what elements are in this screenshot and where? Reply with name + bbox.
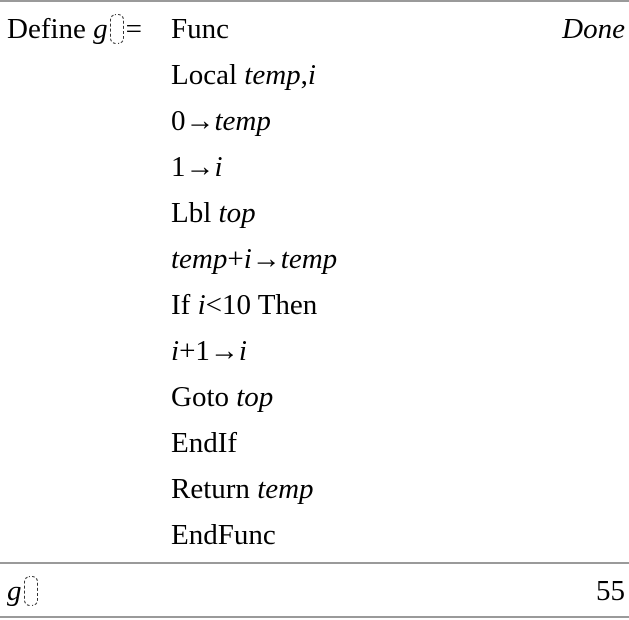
- italic-token: i: [171, 335, 180, 367]
- token: +: [227, 243, 244, 275]
- italic-token: temp: [244, 59, 301, 91]
- code-line: Local temp,i: [171, 52, 316, 98]
- italic-token: temp: [214, 105, 271, 137]
- code-line: EndFunc: [171, 512, 276, 558]
- token: =: [125, 13, 143, 45]
- italic-token: i: [307, 59, 316, 91]
- italic-token: top: [236, 381, 274, 413]
- call-result: 55: [596, 575, 625, 607]
- token: 0→: [171, 105, 215, 137]
- token: Goto: [171, 381, 237, 413]
- code-line: Lbl top: [171, 190, 256, 236]
- token: ,: [300, 59, 308, 91]
- token: EndIf: [171, 427, 238, 459]
- call-input: g: [7, 568, 40, 614]
- code-line: 1→i: [171, 144, 223, 190]
- code-line: Goto top: [171, 374, 273, 420]
- italic-token: top: [218, 197, 256, 229]
- italic-token: temp: [280, 243, 338, 275]
- code-line: i+1→i: [171, 328, 247, 374]
- empty-parens-icon: [109, 14, 125, 44]
- token: →: [251, 243, 281, 275]
- italic-token: temp: [171, 243, 228, 275]
- code-line: Return temp: [171, 466, 314, 512]
- bottom-divider: [0, 616, 629, 618]
- italic-token: g: [93, 13, 108, 45]
- token: If: [171, 289, 198, 321]
- code-line: EndIf: [171, 420, 237, 466]
- token: Define: [7, 13, 94, 45]
- italic-token: temp: [257, 473, 314, 505]
- define-input-prefix: Define g =: [7, 6, 142, 52]
- italic-token: i: [214, 151, 223, 183]
- italic-token: i: [197, 289, 206, 321]
- top-divider: [0, 0, 629, 2]
- code-line: temp+i→temp: [171, 236, 337, 282]
- token: Return: [171, 473, 258, 505]
- token: 1→: [171, 151, 215, 183]
- italic-token: i: [243, 243, 252, 275]
- token: +1→: [179, 335, 239, 367]
- code-line: If i<10 Then: [171, 282, 317, 328]
- define-result: Done: [562, 13, 625, 45]
- entry-divider: [0, 562, 629, 564]
- token: Local: [171, 59, 245, 91]
- code-line: Func: [171, 6, 229, 52]
- empty-parens-icon: [23, 576, 39, 606]
- token: Func: [171, 13, 229, 45]
- italic-token: i: [238, 335, 247, 367]
- token: Lbl: [171, 197, 219, 229]
- code-line: 0→temp: [171, 98, 271, 144]
- token: <10 Then: [205, 289, 318, 321]
- token: EndFunc: [171, 519, 276, 551]
- italic-token: g: [7, 575, 22, 607]
